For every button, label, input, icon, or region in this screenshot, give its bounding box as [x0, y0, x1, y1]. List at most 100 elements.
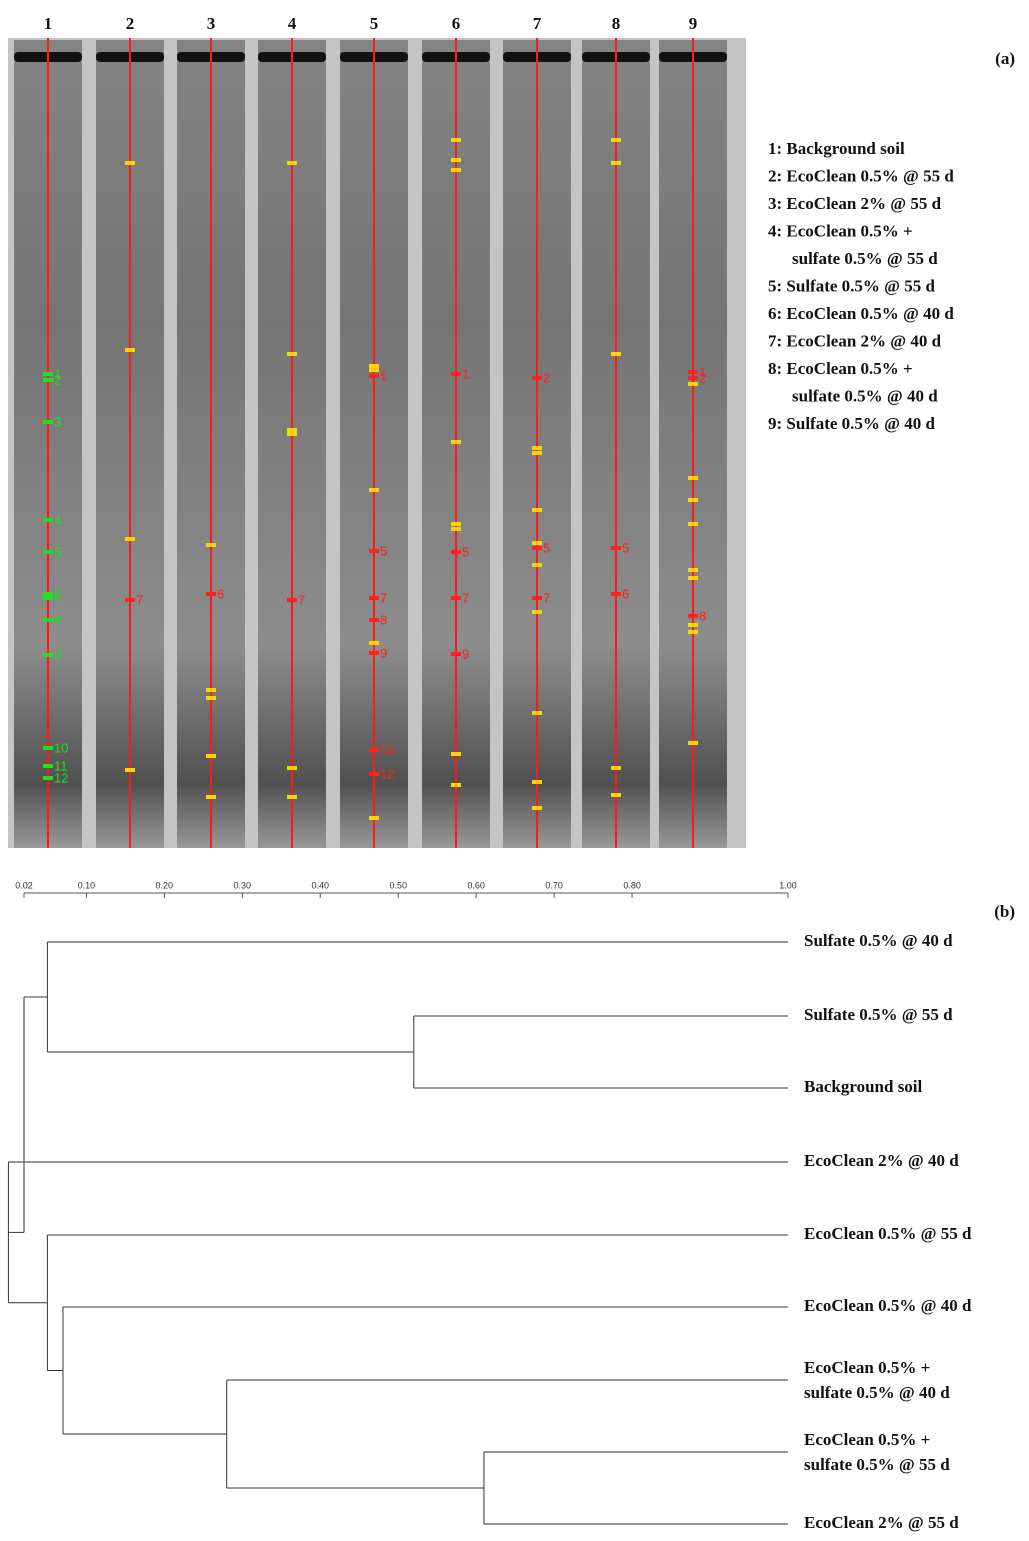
x-tick-label: 0.02	[15, 880, 33, 890]
band-marker	[43, 764, 53, 768]
band-marker	[532, 546, 542, 550]
band-marker	[125, 537, 135, 541]
legend-entry: 5: Sulfate 0.5% @ 55 d	[768, 276, 935, 295]
band-label: 1	[462, 366, 469, 381]
band-marker	[125, 161, 135, 165]
band-label: 7	[462, 590, 469, 605]
band-marker	[611, 592, 621, 596]
band-marker	[43, 746, 53, 750]
legend-entry: 2: EcoClean 0.5% @ 55 d	[768, 166, 954, 185]
x-tick-label: 0.30	[234, 880, 252, 890]
lane-number: 2	[126, 14, 135, 33]
band-label: 7	[543, 590, 550, 605]
lane-number: 6	[452, 14, 461, 33]
legend-entry: 8: EcoClean 0.5% +	[768, 359, 913, 378]
band-marker	[451, 752, 461, 756]
band-label: 8	[54, 612, 61, 627]
band-marker	[43, 653, 53, 657]
x-tick-label: 0.50	[389, 880, 407, 890]
band-marker	[43, 378, 53, 382]
band-marker	[369, 748, 379, 752]
band-label: 4	[54, 512, 61, 527]
band-marker	[369, 488, 379, 492]
band-marker	[451, 522, 461, 526]
band-label: 9	[54, 647, 61, 662]
band-marker	[451, 527, 461, 531]
leaf-label: EcoClean 0.5% @ 55 d	[804, 1224, 972, 1243]
band-marker	[369, 596, 379, 600]
band-label: 10	[380, 742, 394, 757]
band-marker	[532, 711, 542, 715]
band-marker	[206, 592, 216, 596]
band-marker	[532, 596, 542, 600]
band-marker	[451, 440, 461, 444]
band-marker	[206, 543, 216, 547]
band-marker	[287, 766, 297, 770]
band-marker	[451, 158, 461, 162]
band-marker	[43, 420, 53, 424]
band-label: 7	[380, 590, 387, 605]
x-tick-label: 0.70	[545, 880, 563, 890]
band-label: 10	[54, 740, 68, 755]
band-marker	[451, 596, 461, 600]
band-marker	[451, 550, 461, 554]
panel-label: (a)	[995, 49, 1015, 68]
x-tick-label: 0.80	[623, 880, 641, 890]
legend-entry: 4: EcoClean 0.5% +	[768, 221, 913, 240]
band-marker	[611, 766, 621, 770]
legend-entry: sulfate 0.5% @ 40 d	[792, 386, 938, 405]
band-marker	[287, 161, 297, 165]
band-marker	[688, 741, 698, 745]
band-marker	[206, 696, 216, 700]
band-label: 5	[462, 544, 469, 559]
band-marker	[369, 651, 379, 655]
band-marker	[611, 161, 621, 165]
lane-number: 4	[288, 14, 297, 33]
band-marker	[43, 596, 53, 600]
band-marker	[451, 783, 461, 787]
band-marker	[369, 374, 379, 378]
band-label: 6	[217, 586, 224, 601]
band-label: 6	[622, 586, 629, 601]
band-marker	[287, 428, 297, 432]
leaf-label: EcoClean 0.5% +	[804, 1430, 930, 1449]
band-label: 1	[380, 368, 387, 383]
band-marker	[688, 576, 698, 580]
band-label: 5	[543, 540, 550, 555]
band-marker	[532, 508, 542, 512]
lane-number: 9	[689, 14, 698, 33]
band-label: 9	[380, 645, 387, 660]
band-label: 7	[54, 590, 61, 605]
lane-number: 5	[370, 14, 379, 33]
band-label: 12	[380, 766, 394, 781]
band-marker	[369, 816, 379, 820]
band-marker	[532, 451, 542, 455]
leaf-label: EcoClean 2% @ 40 d	[804, 1151, 959, 1170]
leaf-label: EcoClean 0.5% +	[804, 1358, 930, 1377]
band-marker	[43, 592, 53, 596]
x-tick-label: 0.40	[311, 880, 329, 890]
band-marker	[451, 372, 461, 376]
band-marker	[369, 368, 379, 372]
x-tick-label: 1.00	[779, 880, 797, 890]
leaf-label: Sulfate 0.5% @ 40 d	[804, 931, 953, 950]
band-label: 2	[699, 370, 706, 385]
band-marker	[287, 352, 297, 356]
leaf-label: sulfate 0.5% @ 55 d	[804, 1455, 950, 1474]
band-marker	[451, 168, 461, 172]
band-marker	[532, 541, 542, 545]
band-marker	[206, 754, 216, 758]
band-label: 9	[462, 646, 469, 661]
band-marker	[369, 641, 379, 645]
band-label: 2	[543, 370, 550, 385]
x-tick-label: 0.10	[78, 880, 96, 890]
band-marker	[287, 598, 297, 602]
band-marker	[287, 432, 297, 436]
band-marker	[688, 522, 698, 526]
x-tick-label: 0.60	[467, 880, 485, 890]
band-label: 8	[380, 612, 387, 627]
band-marker	[125, 768, 135, 772]
band-marker	[532, 446, 542, 450]
band-marker	[125, 348, 135, 352]
band-marker	[43, 776, 53, 780]
